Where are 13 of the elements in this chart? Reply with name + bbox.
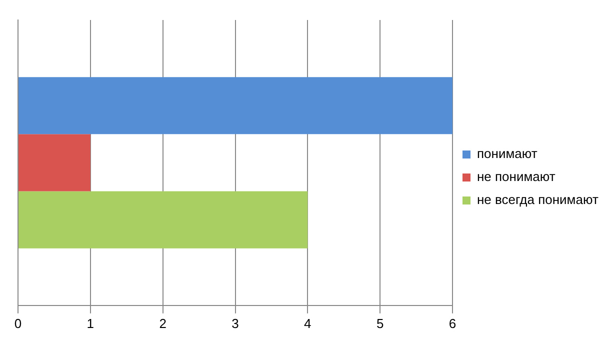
bar bbox=[18, 134, 90, 192]
x-tick-label: 0 bbox=[14, 316, 22, 331]
x-tick-label: 5 bbox=[376, 316, 384, 331]
legend-label: не понимают bbox=[477, 169, 556, 184]
legend-label: не всегда понимают bbox=[477, 192, 598, 208]
bar bbox=[18, 77, 452, 134]
x-tick-label: 6 bbox=[448, 316, 456, 331]
x-tick-label: 4 bbox=[304, 316, 312, 331]
x-tick-label: 1 bbox=[86, 316, 94, 331]
bar bbox=[18, 191, 308, 248]
x-tick-label: 2 bbox=[159, 316, 166, 331]
x-tick-label: 3 bbox=[232, 316, 239, 331]
legend-label: понимают bbox=[477, 146, 538, 162]
